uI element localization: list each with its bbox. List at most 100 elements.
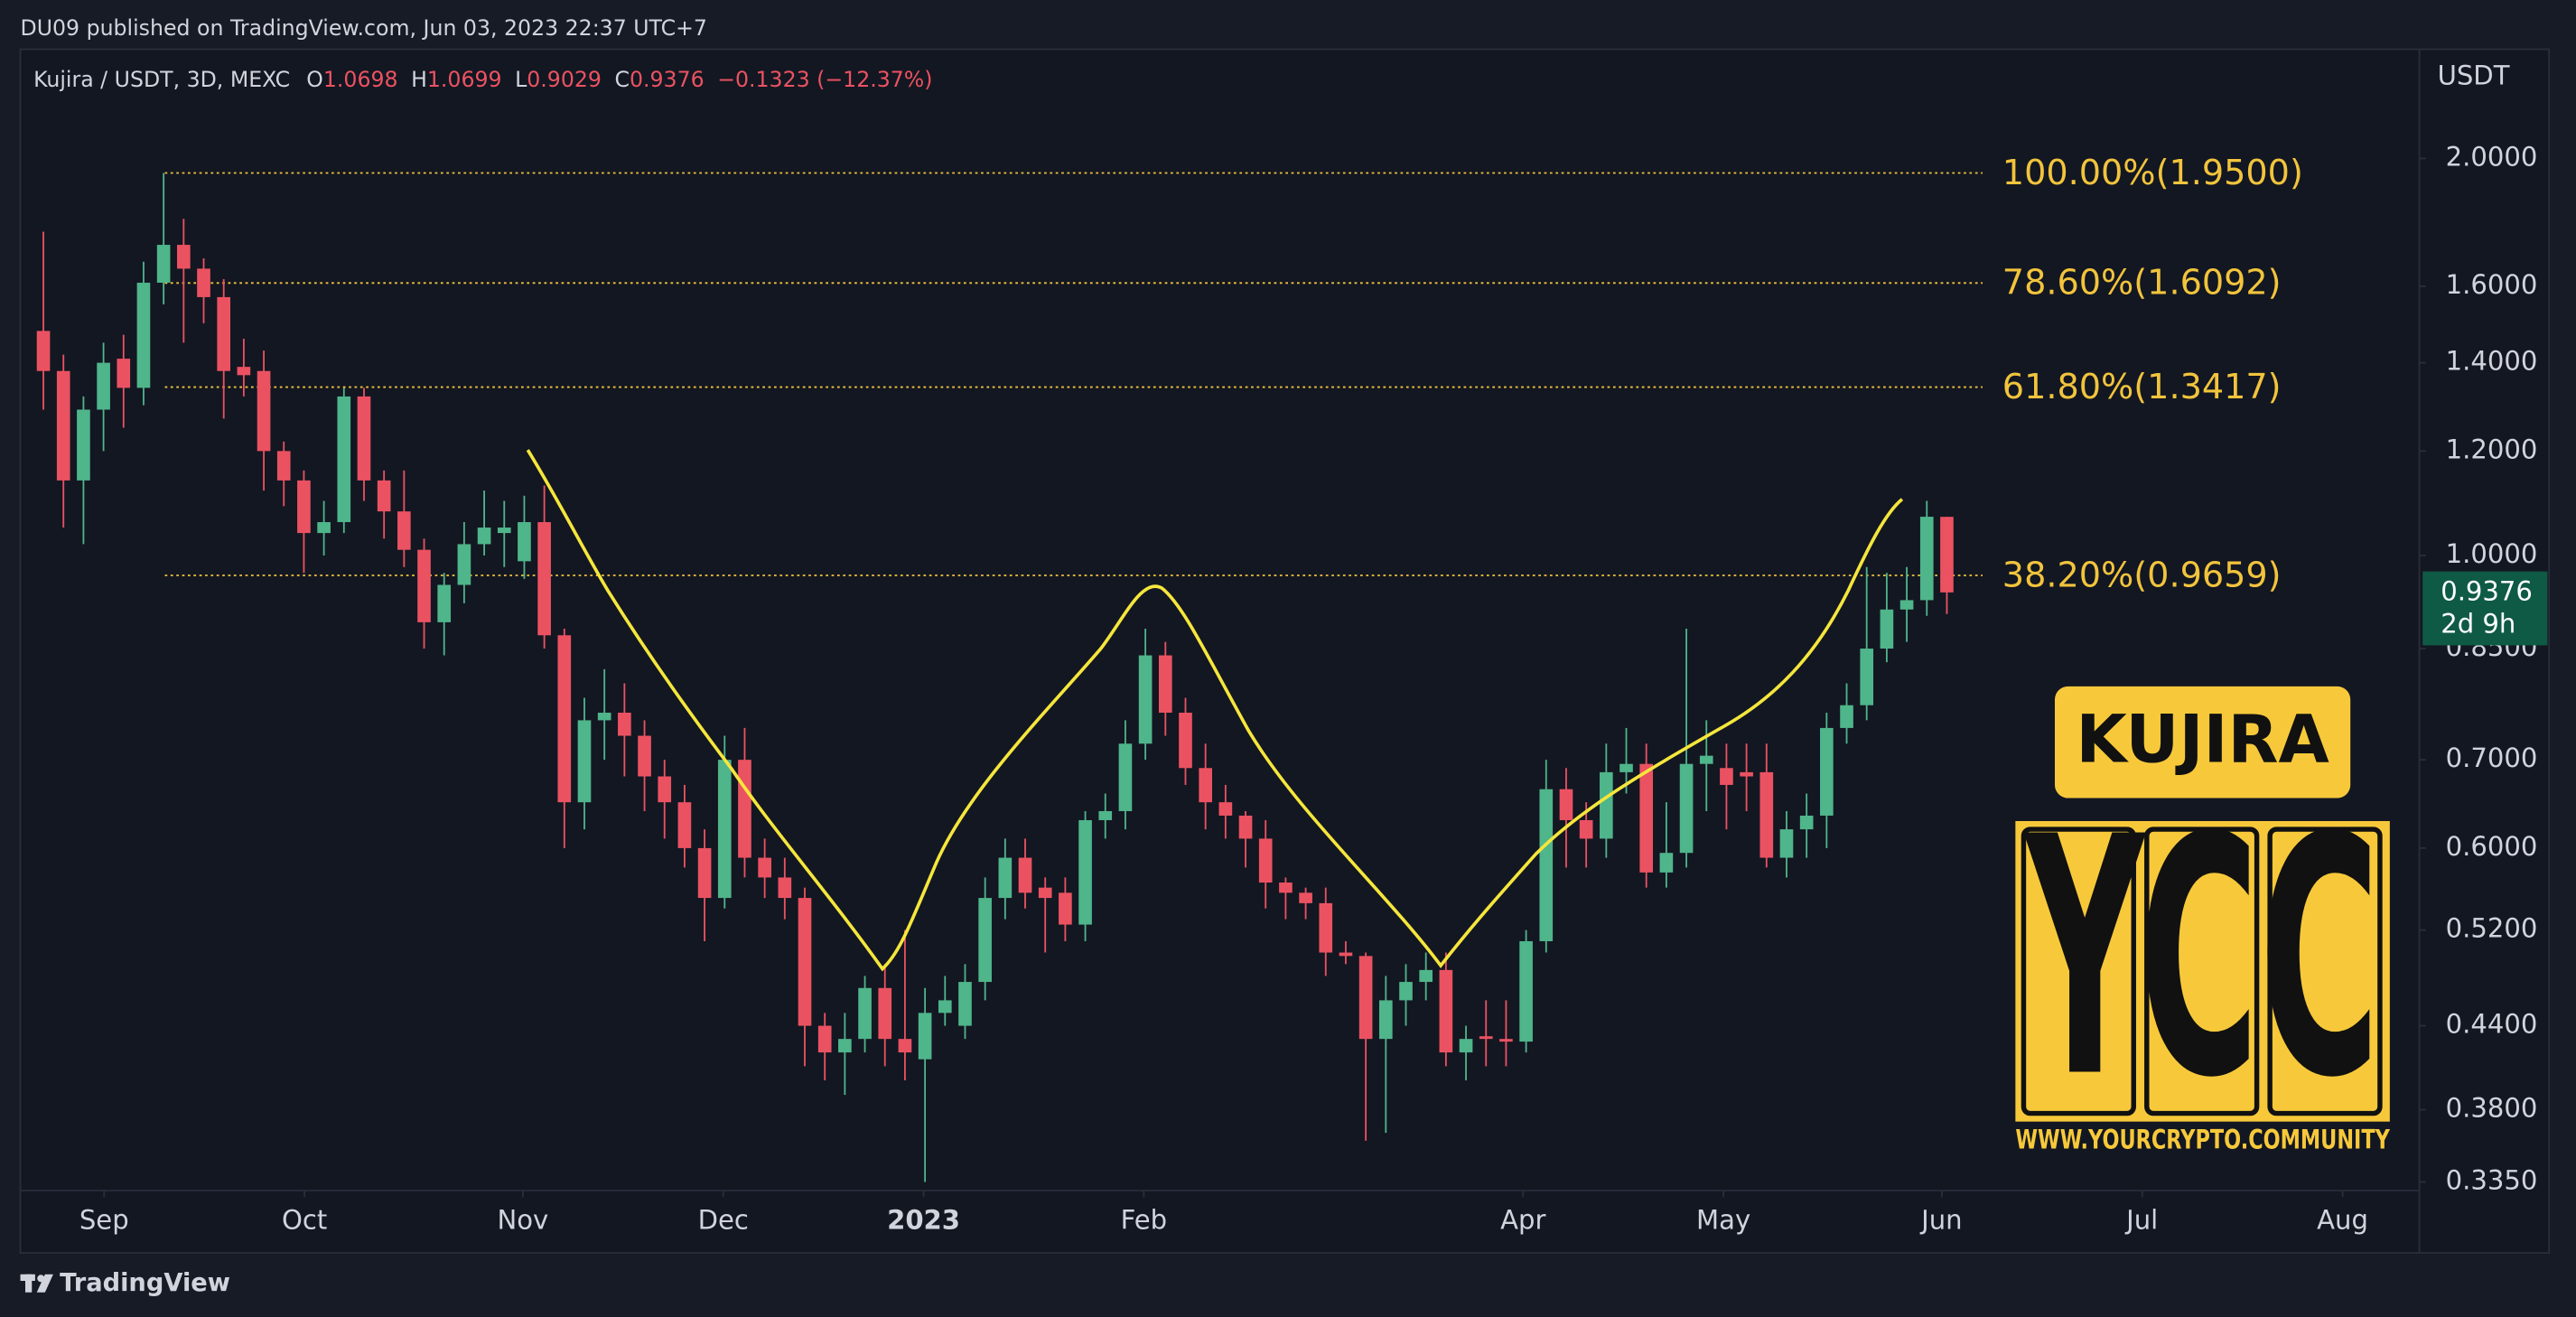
candle-body xyxy=(1659,853,1674,873)
candle-body xyxy=(938,1000,952,1013)
candle-body xyxy=(1098,810,1113,820)
candle-body xyxy=(537,522,551,636)
pattern-curve xyxy=(526,449,1904,972)
last-price-bg xyxy=(2422,571,2548,646)
x-tick-label: May xyxy=(1696,1205,1750,1236)
y-tick-label: 1.0000 xyxy=(2446,538,2538,569)
candle-body xyxy=(36,331,51,371)
candle-body xyxy=(237,367,251,376)
countdown: 2d 9h xyxy=(2441,609,2515,640)
candle-body xyxy=(1238,815,1253,839)
fib-label: 61.80%(1.3417) xyxy=(2002,368,2282,407)
candle-body xyxy=(1399,982,1413,1001)
legend-label: L xyxy=(515,67,527,92)
candle-body xyxy=(177,245,191,269)
candle-body xyxy=(497,528,511,534)
candle-body xyxy=(1699,755,1713,764)
candle-body xyxy=(658,776,672,803)
candle-body xyxy=(417,549,431,622)
candle-body xyxy=(1199,768,1212,803)
candle-body xyxy=(878,987,892,1040)
candle-body xyxy=(477,528,491,545)
x-tick-label: Oct xyxy=(282,1205,327,1236)
candle-body xyxy=(1759,771,1774,858)
candle-body xyxy=(1720,768,1733,785)
legend-text: Kujira / USDT, 3D, MEXC O1.0698 H1.0699 L0.… xyxy=(33,67,932,92)
x-tick-label: Dec xyxy=(698,1205,749,1236)
candle-body xyxy=(1459,1039,1473,1053)
y-tick-label: 0.4400 xyxy=(2446,1009,2538,1040)
candle-body xyxy=(1439,969,1453,1053)
plot: 100.00%(1.9500) 78.60%(1.6092) 61.80%(1.34… xyxy=(36,154,2303,1182)
candle-body xyxy=(1860,649,1874,705)
candle-body xyxy=(597,713,611,721)
legend: Kujira / USDT, 3D, MEXC O1.0698 H1.0699 L0.… xyxy=(33,67,932,92)
fib-label: 38.20%(0.9659) xyxy=(2002,556,2282,595)
header: DU09 published on TradingView.com, Jun 0… xyxy=(21,15,707,41)
candle-body xyxy=(97,362,110,410)
candle-body xyxy=(357,396,371,481)
x-tick-label: Sep xyxy=(79,1205,129,1236)
legend-symbol: Kujira / USDT, 3D, MEXC xyxy=(33,67,290,92)
x-tick-label: Nov xyxy=(498,1205,549,1236)
x-tick-label: Apr xyxy=(1500,1205,1545,1236)
candle-body xyxy=(1679,763,1694,854)
candle-body xyxy=(958,982,972,1026)
candle-body xyxy=(858,987,872,1040)
candle-body xyxy=(1138,655,1153,744)
candle-body xyxy=(638,735,651,777)
y-tick-label: 2.0000 xyxy=(2446,141,2538,172)
badge-box xyxy=(2054,686,2351,799)
candle-body xyxy=(1158,655,1172,714)
candle-body xyxy=(276,451,291,481)
y-tick-label: 1.2000 xyxy=(2446,434,2538,464)
candle-body xyxy=(257,370,271,452)
fib-label: 100.00%(1.9500) xyxy=(2002,154,2303,193)
candle-body xyxy=(918,1013,932,1060)
candle-body xyxy=(1940,517,1954,593)
candle-body xyxy=(557,635,572,803)
legend-value: 1.0698 xyxy=(323,67,398,92)
candle-body xyxy=(1258,838,1273,883)
logo-cell xyxy=(2021,827,2136,1116)
candle-body xyxy=(1579,819,1593,839)
watermark: KUJIRA YCC WWW.YOURCRYPTO.COMMUNITY xyxy=(2015,686,2391,1154)
candle-body xyxy=(77,409,90,481)
candle-body xyxy=(1799,815,1814,830)
candle-body xyxy=(1600,771,1613,839)
candle-body xyxy=(1820,727,1834,816)
candle-body xyxy=(577,720,592,803)
candle-body xyxy=(1319,902,1333,953)
candle-body xyxy=(717,760,732,899)
candle-body xyxy=(297,480,311,534)
x-tick-label: Jun xyxy=(1919,1205,1962,1236)
candle-body xyxy=(898,1039,912,1053)
x-tick-label: 2023 xyxy=(887,1205,960,1236)
candle-body xyxy=(998,857,1013,899)
badge-text: KUJIRA xyxy=(2076,703,2329,779)
candle-body xyxy=(1279,883,1293,893)
candle-body xyxy=(778,877,792,899)
candle-body xyxy=(337,396,351,523)
candle-body xyxy=(1118,743,1133,811)
candle-body xyxy=(1779,829,1794,858)
candle-body xyxy=(56,370,70,481)
candle-body xyxy=(1218,802,1233,816)
candle-body xyxy=(437,584,452,622)
y-tick-label: 0.6000 xyxy=(2446,831,2538,862)
legend-label: H xyxy=(411,67,427,92)
logo-cell xyxy=(2144,827,2260,1116)
candle-body xyxy=(457,544,471,585)
candle-body xyxy=(798,898,812,1026)
logo-box xyxy=(2015,820,2390,1122)
footer-logo: TradingView xyxy=(20,1269,230,1297)
footer-text: TradingView xyxy=(60,1269,230,1297)
candle-body xyxy=(117,359,131,388)
candle-body xyxy=(838,1039,852,1053)
candle-body xyxy=(518,522,531,562)
y-tick-label: 1.4000 xyxy=(2446,346,2538,377)
candle-body xyxy=(1078,819,1092,925)
legend-value: 0.9029 xyxy=(527,67,602,92)
